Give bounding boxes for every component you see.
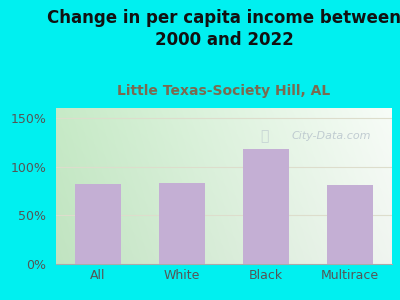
Text: Change in per capita income between
2000 and 2022: Change in per capita income between 2000… bbox=[47, 9, 400, 49]
Text: Little Texas-Society Hill, AL: Little Texas-Society Hill, AL bbox=[117, 84, 331, 98]
Text: City-Data.com: City-Data.com bbox=[291, 131, 371, 141]
Bar bbox=[327, 185, 373, 264]
Bar bbox=[243, 149, 289, 264]
Text: ⓘ: ⓘ bbox=[260, 129, 268, 143]
Bar bbox=[159, 183, 205, 264]
Bar bbox=[75, 184, 121, 264]
